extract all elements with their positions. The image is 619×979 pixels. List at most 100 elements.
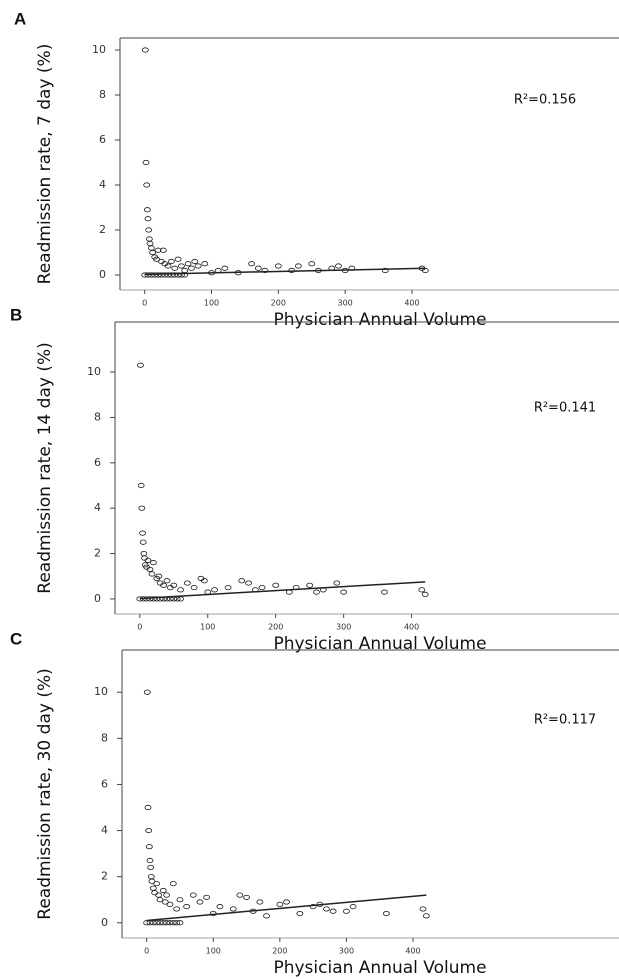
point: [141, 47, 149, 53]
y-tick-label: 6: [101, 777, 108, 790]
point: [309, 904, 317, 910]
point: [143, 207, 151, 213]
point: [418, 587, 426, 593]
point: [149, 596, 157, 602]
point: [151, 272, 159, 278]
point: [173, 920, 181, 926]
fit-line: [146, 894, 427, 922]
point: [149, 885, 157, 891]
y-tick-label: 4: [101, 824, 108, 837]
x-tick-label: 300: [337, 299, 352, 308]
point: [137, 482, 145, 489]
point: [229, 906, 237, 912]
point: [236, 892, 244, 898]
point: [245, 580, 252, 586]
annotation: R²=0.141: [534, 401, 596, 416]
y-tick-label: 0: [101, 916, 108, 929]
point: [294, 263, 302, 269]
point: [174, 272, 182, 278]
point: [196, 899, 204, 905]
y-axis-label: Readmission rate, 30 day (%): [35, 668, 55, 919]
point: [170, 582, 178, 588]
point: [153, 880, 161, 887]
point: [148, 571, 156, 577]
point: [174, 256, 182, 262]
x-tick-label: 400: [404, 299, 419, 308]
y-tick-label: 8: [101, 731, 108, 744]
point: [166, 901, 174, 907]
x-tick-label: 200: [271, 299, 286, 308]
panel-label: C: [10, 629, 22, 648]
point: [178, 263, 185, 269]
x-tick-label: 300: [339, 947, 354, 956]
point: [221, 265, 229, 271]
x-axis-label: Physician Annual Volume: [273, 634, 486, 654]
point: [216, 904, 224, 910]
x-tick-label: 100: [204, 299, 219, 308]
point: [147, 245, 155, 251]
point: [183, 904, 191, 910]
point: [145, 827, 153, 834]
point: [139, 539, 147, 545]
x-tick-label: 400: [405, 947, 420, 956]
point: [308, 261, 316, 267]
x-tick-label: 0: [137, 623, 142, 632]
point: [200, 578, 208, 584]
point: [343, 908, 350, 914]
x-axis-label: Physician Annual Volume: [273, 310, 486, 330]
point: [149, 249, 157, 256]
point: [171, 272, 179, 278]
point: [188, 265, 195, 271]
point: [144, 804, 152, 811]
point: [139, 530, 146, 536]
point: [238, 578, 246, 584]
y-axis-label: Readmission rate, 14 day (%): [35, 342, 55, 593]
point: [381, 267, 389, 274]
point: [146, 240, 154, 247]
point: [154, 247, 162, 253]
point: [254, 265, 262, 271]
point: [171, 265, 179, 271]
point: [181, 267, 189, 274]
point: [147, 874, 155, 880]
point: [145, 844, 153, 850]
point: [173, 906, 181, 912]
point: [194, 263, 202, 269]
point: [256, 899, 264, 905]
point: [144, 557, 152, 563]
fit-line: [139, 581, 426, 600]
y-tick-label: 10: [94, 685, 108, 698]
point: [189, 892, 197, 898]
point: [146, 857, 154, 864]
y-tick-label: 2: [94, 547, 101, 560]
point: [164, 272, 172, 278]
point: [382, 910, 390, 917]
point: [190, 584, 198, 591]
point: [147, 272, 155, 278]
point: [140, 550, 148, 557]
point: [263, 913, 270, 919]
point: [138, 505, 146, 511]
point: [276, 901, 284, 907]
panel-label: B: [10, 305, 22, 324]
x-tick-label: 200: [272, 947, 287, 956]
y-tick-label: 8: [99, 88, 106, 101]
point: [145, 236, 153, 242]
point: [306, 582, 314, 588]
annotation: R²=0.156: [514, 93, 576, 108]
point: [146, 596, 154, 602]
point: [166, 920, 174, 926]
point: [159, 247, 167, 253]
y-tick-label: 8: [94, 410, 101, 423]
point: [349, 904, 357, 910]
point: [143, 689, 151, 695]
point: [421, 591, 429, 597]
y-tick-label: 10: [87, 365, 101, 378]
x-axis-label: Physician Annual Volume: [273, 958, 486, 978]
point: [147, 864, 155, 871]
point: [422, 913, 430, 919]
point: [248, 261, 255, 267]
point: [176, 897, 184, 903]
point: [274, 263, 282, 269]
